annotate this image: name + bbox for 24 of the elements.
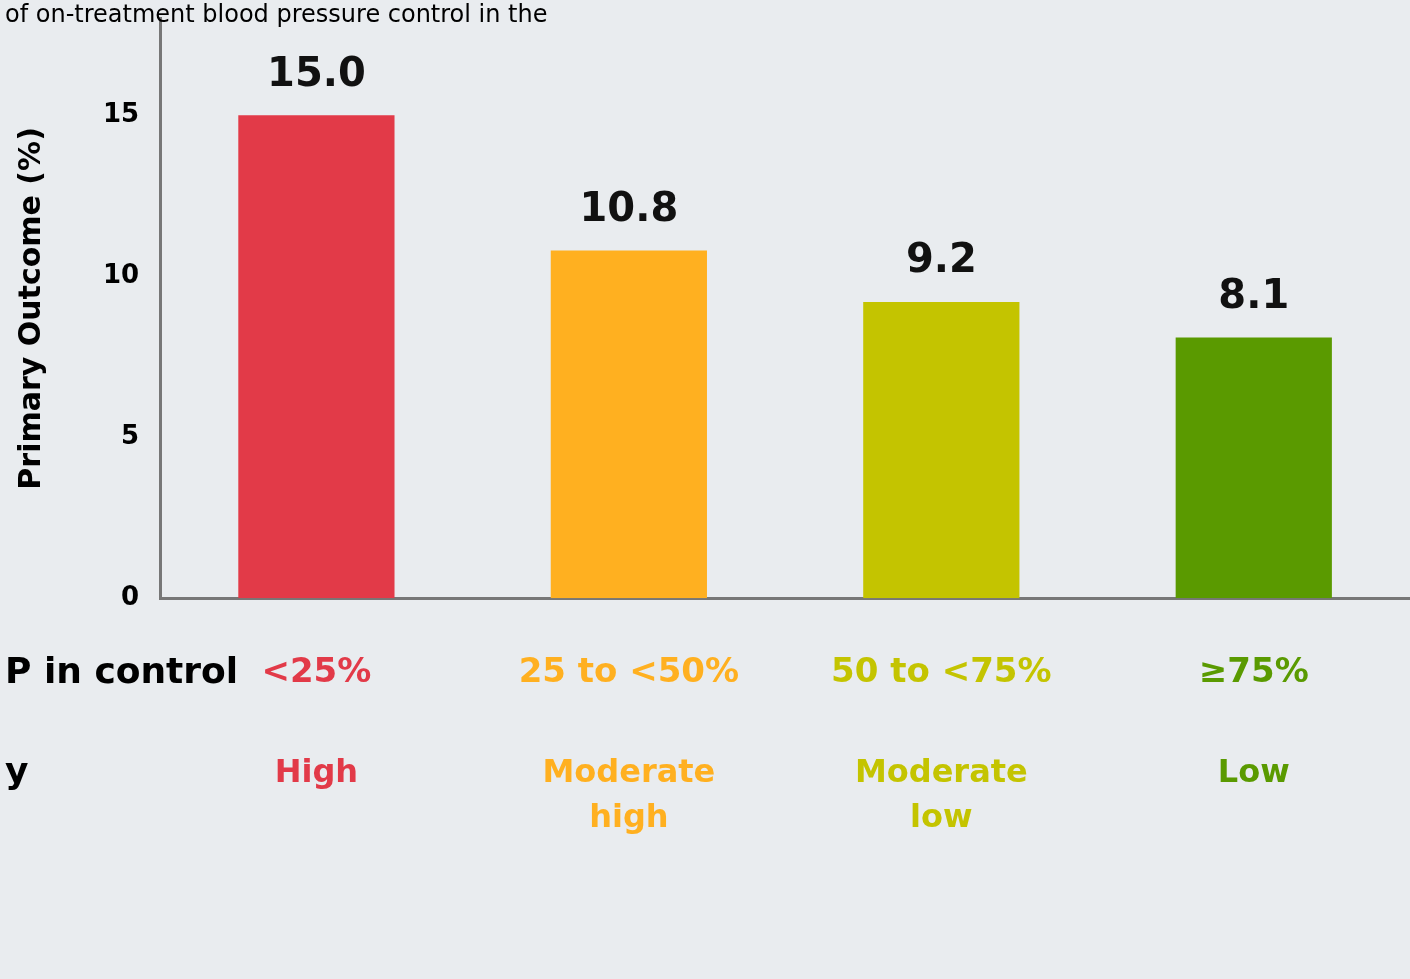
text: P in control — [5, 649, 239, 691]
bar — [238, 115, 395, 599]
y-tick-label: 0 — [121, 580, 140, 611]
y-tick-label: 10 — [102, 258, 140, 289]
x-tick-label: 25 to <50% — [518, 650, 740, 691]
bar — [863, 301, 1020, 599]
y-tick-label: 15 — [102, 97, 140, 128]
text: Moderate low — [854, 751, 1028, 835]
data-label: 10.8 — [579, 183, 679, 230]
bar — [1175, 337, 1332, 599]
text: y — [5, 749, 29, 791]
x-tick-label: <25% — [261, 650, 372, 691]
data-label: 8.1 — [1218, 270, 1290, 317]
text: Low — [1217, 751, 1290, 790]
data-label: 9.2 — [905, 235, 977, 282]
text: Moderate high — [542, 751, 716, 835]
text: High — [274, 751, 359, 790]
bar — [550, 250, 707, 599]
x-tick-label: ≥75% — [1198, 650, 1309, 691]
y-tick-label: 5 — [121, 419, 140, 450]
chart-title: of on-treatment blood pressure control in the — [5, 0, 548, 29]
y-axis-title: Primary Outcome (%) — [11, 127, 47, 490]
x-tick-label: 50 to <75% — [831, 650, 1052, 691]
data-label: 15.0 — [267, 48, 366, 95]
